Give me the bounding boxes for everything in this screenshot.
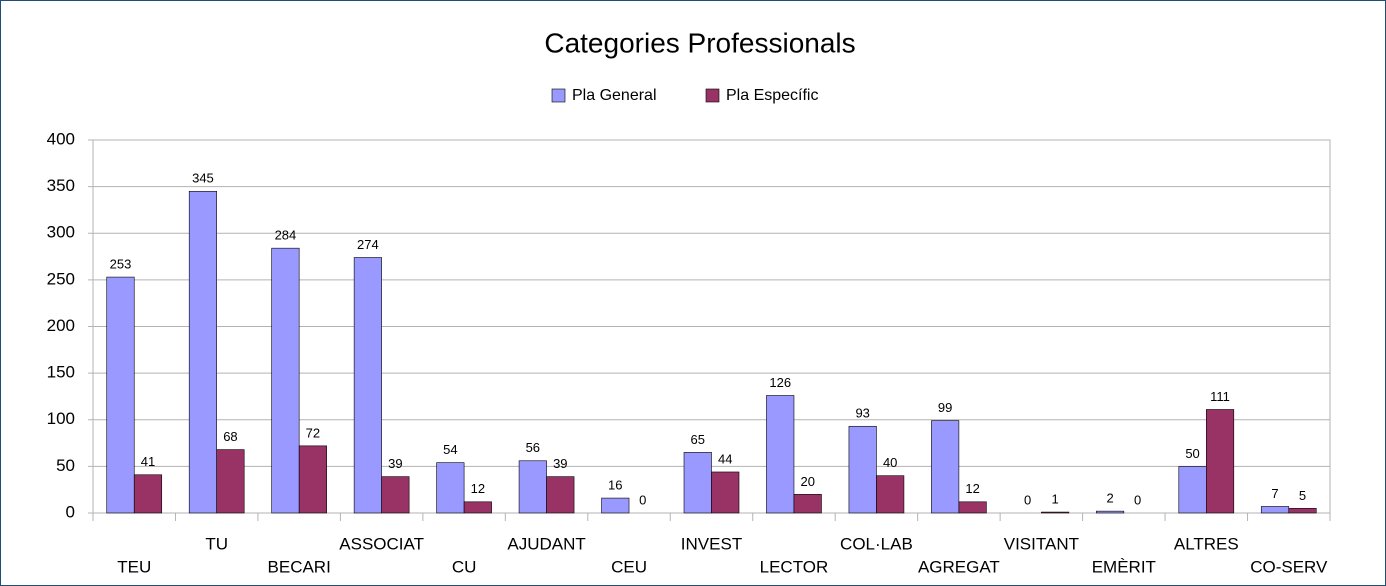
bar: [711, 471, 740, 514]
value-label: 274: [357, 237, 379, 252]
value-label: 41: [141, 454, 155, 469]
legend-swatch: [551, 88, 566, 103]
x-tick-label: COL·LAB: [840, 534, 913, 553]
value-label: 111: [1210, 389, 1230, 404]
bar: [1206, 409, 1235, 514]
bar: [958, 501, 987, 514]
y-tick-label: 300: [47, 223, 75, 242]
y-tick-label: 50: [56, 456, 75, 475]
value-label: 39: [388, 456, 402, 471]
x-tick-label: ALTRES: [1174, 534, 1239, 553]
value-label: 7: [1271, 486, 1278, 501]
y-tick-label: 150: [47, 363, 75, 382]
value-label: 50: [1185, 446, 1199, 461]
value-label: 20: [800, 474, 814, 489]
x-tick-label: ASSOCIAT: [339, 534, 424, 553]
bar: [518, 460, 547, 514]
x-tick-label: TU: [205, 534, 228, 553]
chart-title: Categories Professionals: [544, 27, 855, 58]
bar: [216, 449, 245, 514]
bar: [1288, 508, 1317, 514]
bar: [271, 247, 300, 514]
bar: [1096, 510, 1125, 514]
x-tick-label: CO-SERV: [1250, 557, 1328, 576]
value-label: 5: [1299, 488, 1306, 503]
value-label: 345: [192, 171, 214, 186]
y-tick-label: 200: [47, 316, 75, 335]
value-label: 1: [1051, 492, 1058, 507]
y-tick-label: 0: [66, 502, 75, 521]
x-tick-label: TEU: [117, 557, 151, 576]
value-label: 253: [110, 257, 132, 272]
bar: [848, 425, 877, 514]
bar: [188, 190, 217, 514]
value-label: 54: [443, 442, 457, 457]
value-label: 93: [855, 406, 869, 421]
value-label: 0: [1134, 492, 1141, 507]
value-label: 284: [275, 228, 297, 243]
bar: [1260, 506, 1290, 514]
legend-swatch: [705, 88, 720, 103]
legend-label: Pla General: [572, 87, 657, 104]
bar: [463, 501, 492, 514]
x-tick-label: VISITANT: [1004, 534, 1079, 553]
x-tick-label: CEU: [611, 557, 647, 576]
x-tick-label: BECARI: [268, 557, 331, 576]
value-label: 40: [883, 455, 897, 470]
value-label: 0: [639, 492, 646, 507]
value-label: 0: [1024, 492, 1031, 507]
value-label: 12: [965, 481, 979, 496]
y-tick-label: 100: [47, 409, 75, 428]
value-label: 68: [223, 429, 237, 444]
x-tick-label: CU: [452, 557, 477, 576]
value-label: 16: [608, 478, 622, 493]
bar: [766, 395, 795, 514]
y-tick-label: 250: [47, 269, 75, 288]
x-tick-label: AGREGAT: [918, 557, 1000, 576]
x-tick-label: AJUDANT: [507, 534, 585, 553]
value-label: 56: [526, 440, 540, 455]
legend-label: Pla Específic: [726, 87, 818, 104]
value-label: 2: [1106, 491, 1113, 506]
bar: [876, 475, 905, 514]
bar: [436, 462, 465, 514]
y-tick-label: 400: [47, 129, 75, 148]
bar: [1178, 466, 1207, 514]
value-label: 72: [306, 425, 320, 440]
bar: [381, 476, 410, 514]
bar: [601, 497, 630, 514]
value-label: 65: [691, 432, 705, 447]
value-label: 99: [938, 400, 952, 415]
x-tick-label: LECTOR: [760, 557, 829, 576]
bar: [546, 476, 575, 514]
bar: [353, 257, 382, 514]
value-label: 44: [718, 451, 732, 466]
y-tick-label: 350: [47, 176, 75, 195]
value-label: 39: [553, 456, 567, 471]
bar: [1041, 511, 1070, 514]
bar: [106, 276, 135, 514]
value-label: 12: [471, 481, 485, 496]
x-tick-label: EMÈRIT: [1092, 557, 1156, 576]
bar: [683, 452, 712, 514]
value-label: 126: [769, 375, 791, 390]
x-tick-label: INVEST: [681, 534, 742, 553]
bar: [133, 474, 163, 514]
bar: [793, 494, 822, 514]
bar: [931, 420, 960, 514]
bar: [298, 445, 327, 514]
